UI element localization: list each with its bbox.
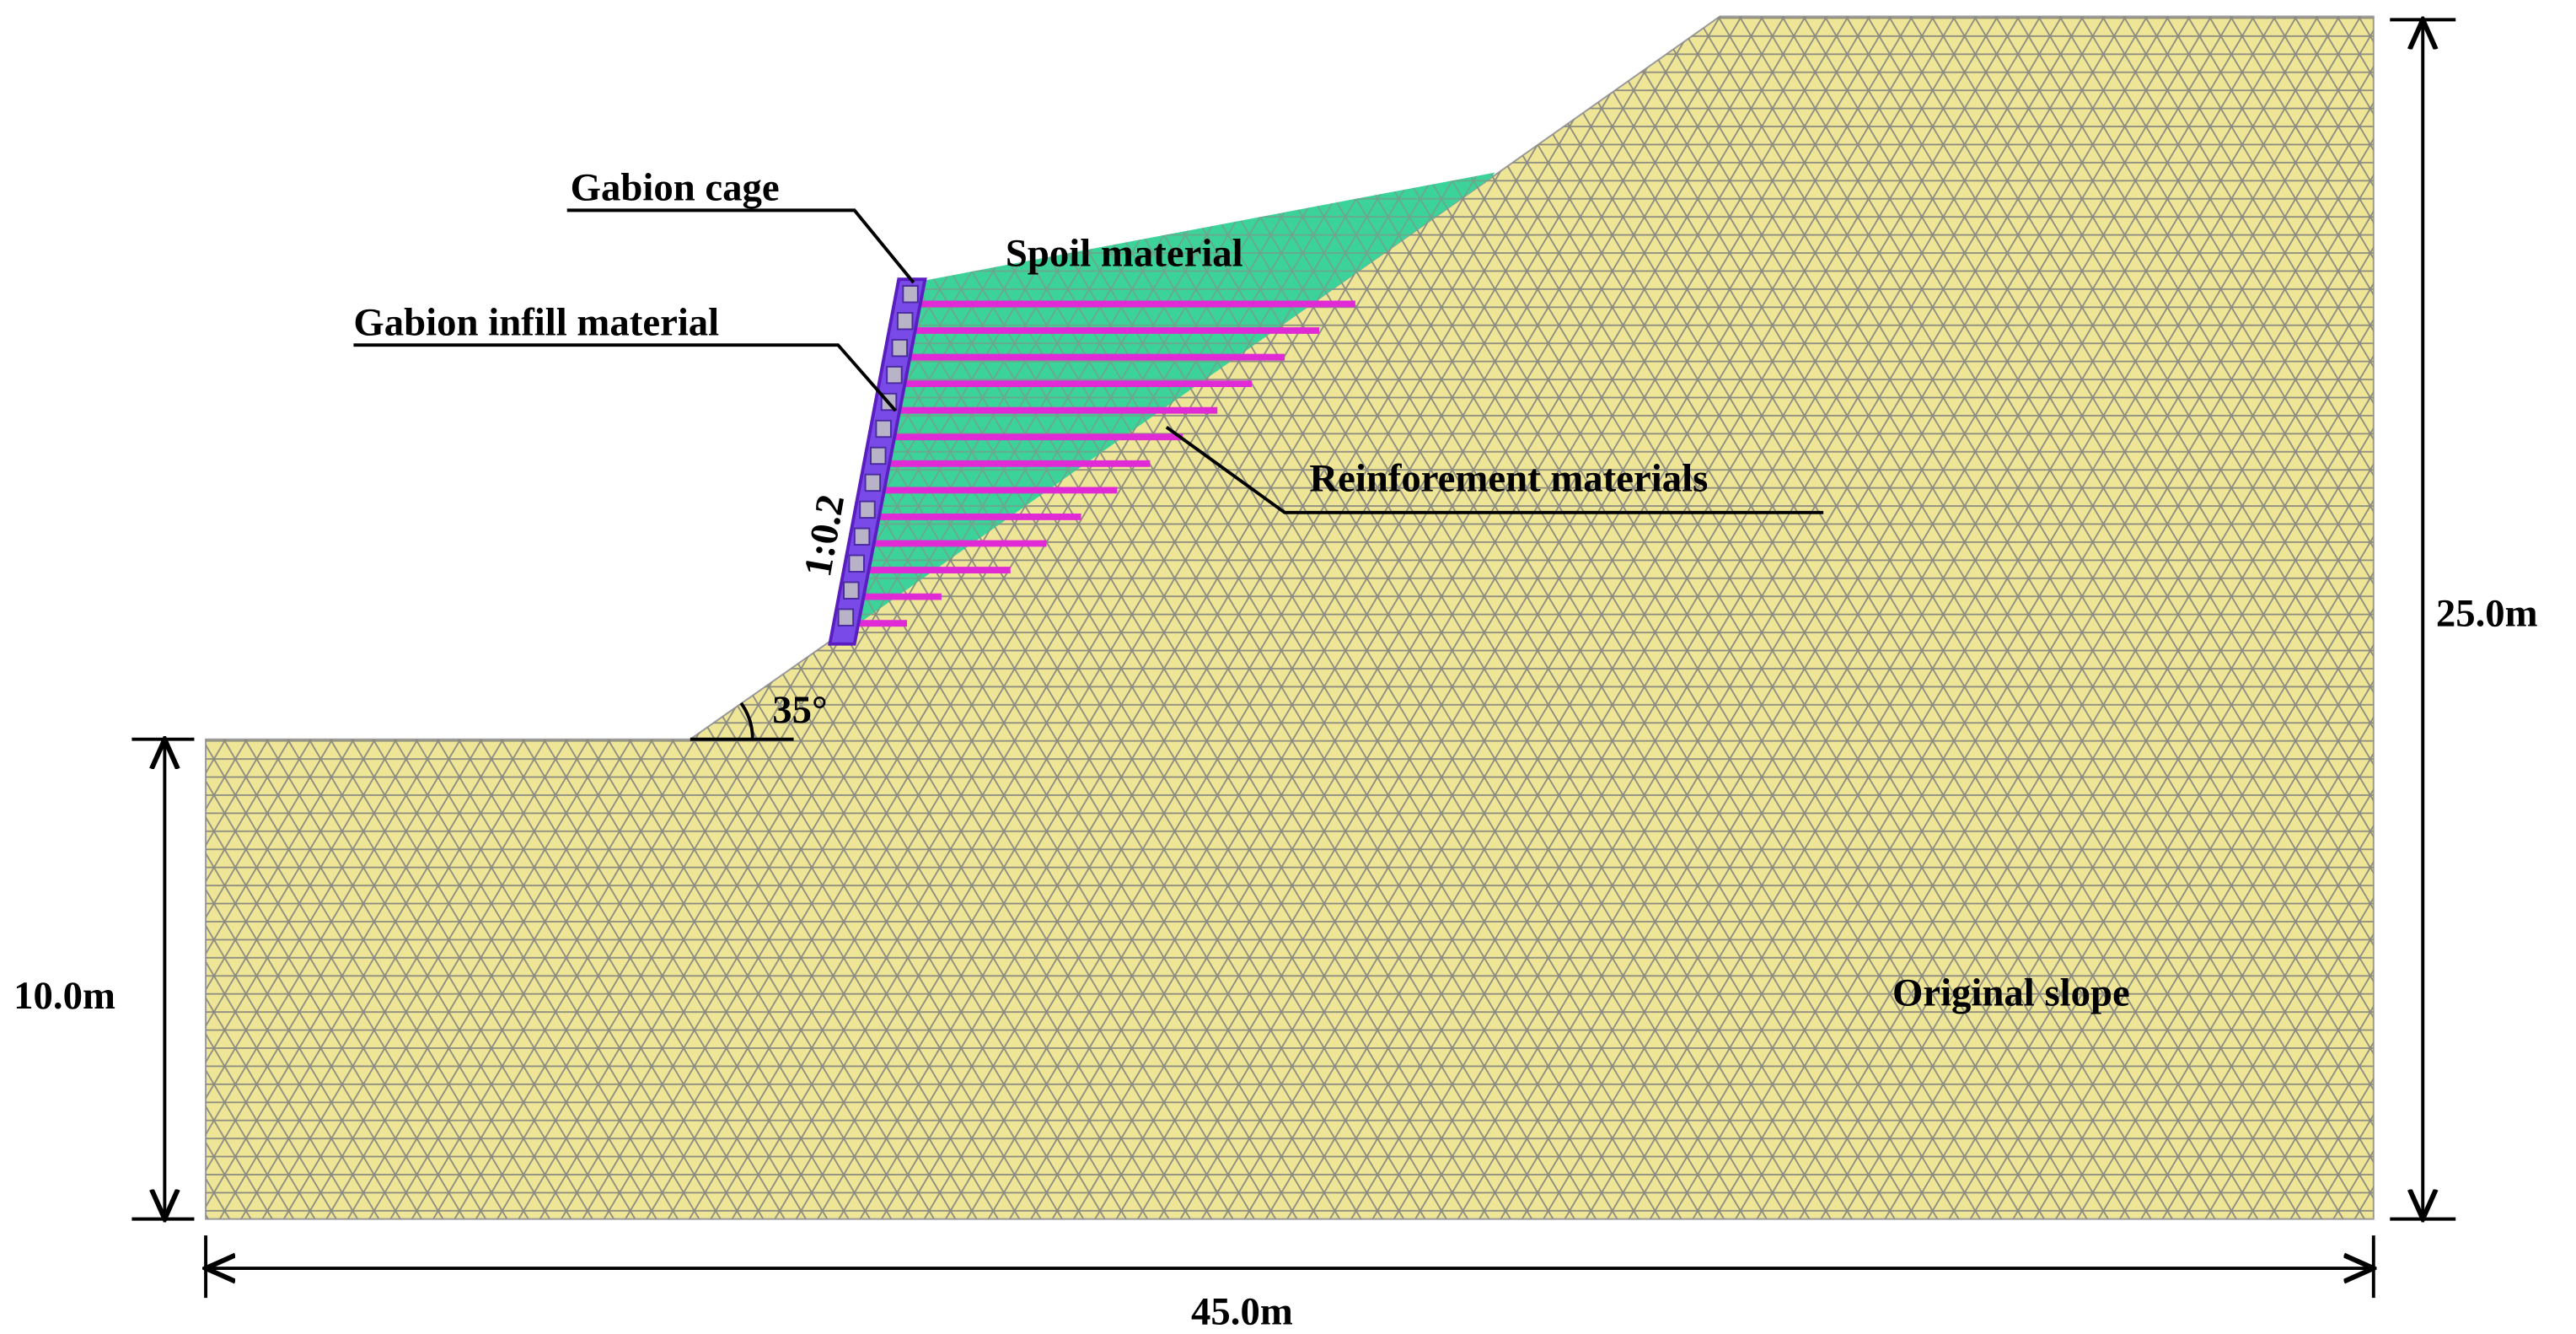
leaders xyxy=(131,19,2456,1299)
gabion-infill xyxy=(891,338,909,358)
gabion-infill xyxy=(896,311,914,331)
reinforcement-bars xyxy=(842,300,1355,627)
dimension-label: 25.0m xyxy=(2436,591,2538,635)
label: Original slope xyxy=(1892,971,2130,1014)
label: Gabion cage xyxy=(571,166,780,210)
original-slope xyxy=(205,15,2375,1220)
dimension-label: 45.0m xyxy=(1191,1289,1293,1333)
label: Spoil material xyxy=(1006,232,1243,276)
gabion-infill xyxy=(859,500,876,519)
gabion-infill xyxy=(886,365,903,385)
gabion-infill xyxy=(875,419,892,438)
label: 35° xyxy=(772,688,827,732)
gabion-infill xyxy=(843,581,860,600)
gabion-infill xyxy=(870,446,887,465)
gabion-wall xyxy=(828,277,927,646)
gabion-infill xyxy=(848,554,865,573)
label: Gabion infill material xyxy=(353,300,719,344)
label: Reinforement materials xyxy=(1309,457,1708,501)
gabion-infill xyxy=(864,473,882,492)
dimension-label: 10.0m xyxy=(13,974,115,1018)
gabion-infill xyxy=(853,527,871,546)
gabion-infill xyxy=(902,285,919,304)
gabion-infill xyxy=(837,608,855,627)
